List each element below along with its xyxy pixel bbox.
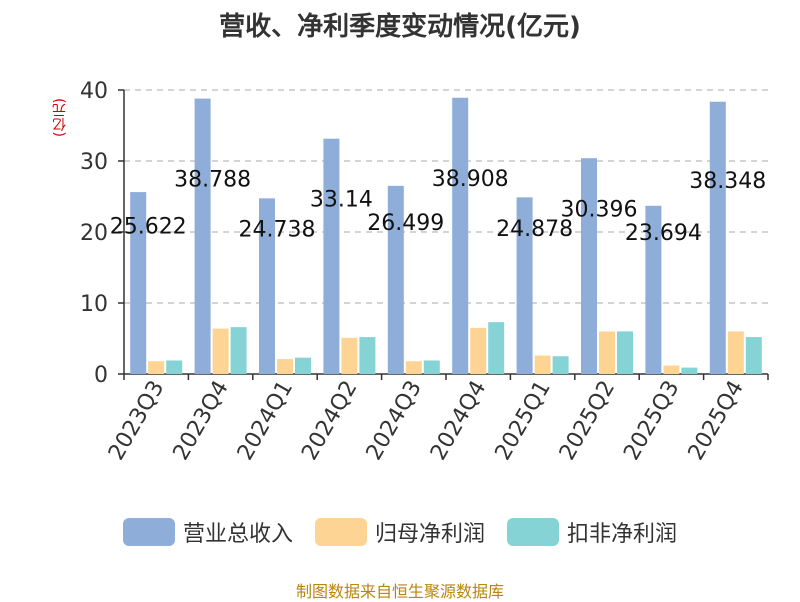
legend: 营业总收入 归母净利润 扣非净利润: [0, 516, 800, 548]
bar-net-profit: [277, 359, 293, 374]
x-tick-label: 2025Q2: [555, 377, 620, 465]
x-tick-label: 2024Q1: [233, 377, 298, 465]
y-tick-label: 40: [80, 79, 108, 104]
legend-swatch-revenue: [122, 518, 175, 546]
bar-deducted-profit: [230, 327, 247, 374]
x-tick-label: 2025Q3: [619, 377, 684, 465]
bar-revenue: [323, 138, 340, 374]
bar-deducted-profit: [423, 360, 440, 374]
legend-label-revenue: 营业总收入: [182, 522, 293, 547]
legend-item-deducted-profit[interactable]: 扣非净利润: [507, 516, 677, 548]
bar-deducted-profit: [166, 360, 183, 374]
data-label-revenue: 38.788: [174, 168, 251, 193]
legend-item-net-profit[interactable]: 归母净利润: [314, 516, 485, 548]
y-tick-label: 10: [80, 292, 108, 317]
bar-revenue: [194, 98, 211, 375]
data-label-revenue: 38.348: [689, 169, 766, 194]
data-label-revenue: 33.14: [310, 188, 373, 213]
data-label-revenue: 26.499: [367, 211, 444, 236]
y-tick-label: 0: [94, 363, 108, 388]
bar-deducted-profit: [295, 357, 311, 374]
bar-net-profit: [405, 361, 422, 374]
bar-revenue: [516, 197, 533, 374]
bar-net-profit: [534, 355, 551, 374]
bar-net-profit: [148, 361, 165, 374]
x-tick-label: 2023Q4: [168, 377, 233, 465]
bar-net-profit: [727, 331, 744, 374]
bar-deducted-profit: [617, 331, 633, 374]
bar-revenue: [645, 205, 662, 374]
legend-swatch-deducted-profit: [507, 518, 559, 546]
x-tick-label: 2025Q1: [490, 377, 555, 465]
bar-deducted-profit: [552, 356, 569, 374]
bar-revenue: [581, 158, 597, 374]
data-label-revenue: 23.694: [625, 221, 702, 246]
bar-revenue: [387, 185, 404, 374]
bar-chart: 0 10 20 30 40 25.622 2023Q3 38.788 2023Q4 24.738 2…: [80, 79, 769, 465]
x-tick-label: 2024Q3: [362, 377, 427, 465]
bar-net-profit: [470, 327, 487, 374]
x-tick-label: 2023Q3: [104, 377, 169, 465]
bar-deducted-profit: [681, 367, 698, 374]
data-label-revenue: 30.396: [561, 197, 638, 222]
data-label-revenue: 25.622: [110, 214, 187, 239]
bar-net-profit: [341, 337, 358, 374]
legend-swatch-net-profit: [314, 518, 367, 546]
data-label-revenue: 24.738: [239, 217, 316, 242]
x-tick-label: 2024Q2: [297, 377, 362, 465]
bar-deducted-profit: [488, 322, 505, 374]
bar-net-profit: [212, 328, 229, 374]
data-source: 制图数据来自恒生聚源数据库: [295, 582, 504, 601]
x-tick-label: 2024Q4: [426, 377, 491, 465]
data-label-revenue: 24.878: [496, 217, 573, 242]
x-tick-label: 2025Q4: [684, 377, 749, 465]
data-label-revenue: 38.908: [432, 167, 509, 192]
bar-net-profit: [663, 365, 680, 374]
bar-deducted-profit: [745, 337, 762, 374]
chart-title: 营收、净利季度变动情况(亿元): [219, 12, 581, 42]
bar-revenue: [130, 192, 147, 374]
bar-deducted-profit: [359, 337, 376, 374]
y-tick-label: 30: [80, 150, 108, 175]
bar-revenue: [709, 101, 726, 375]
legend-label-deducted-profit: 扣非净利润: [567, 522, 678, 547]
y-tick-label: 20: [80, 221, 108, 246]
bar-revenue: [452, 97, 469, 374]
bar-net-profit: [599, 331, 615, 374]
bar-revenue: [259, 198, 275, 374]
legend-label-net-profit: 归母净利润: [374, 522, 485, 547]
legend-item-revenue[interactable]: 营业总收入: [122, 516, 293, 548]
